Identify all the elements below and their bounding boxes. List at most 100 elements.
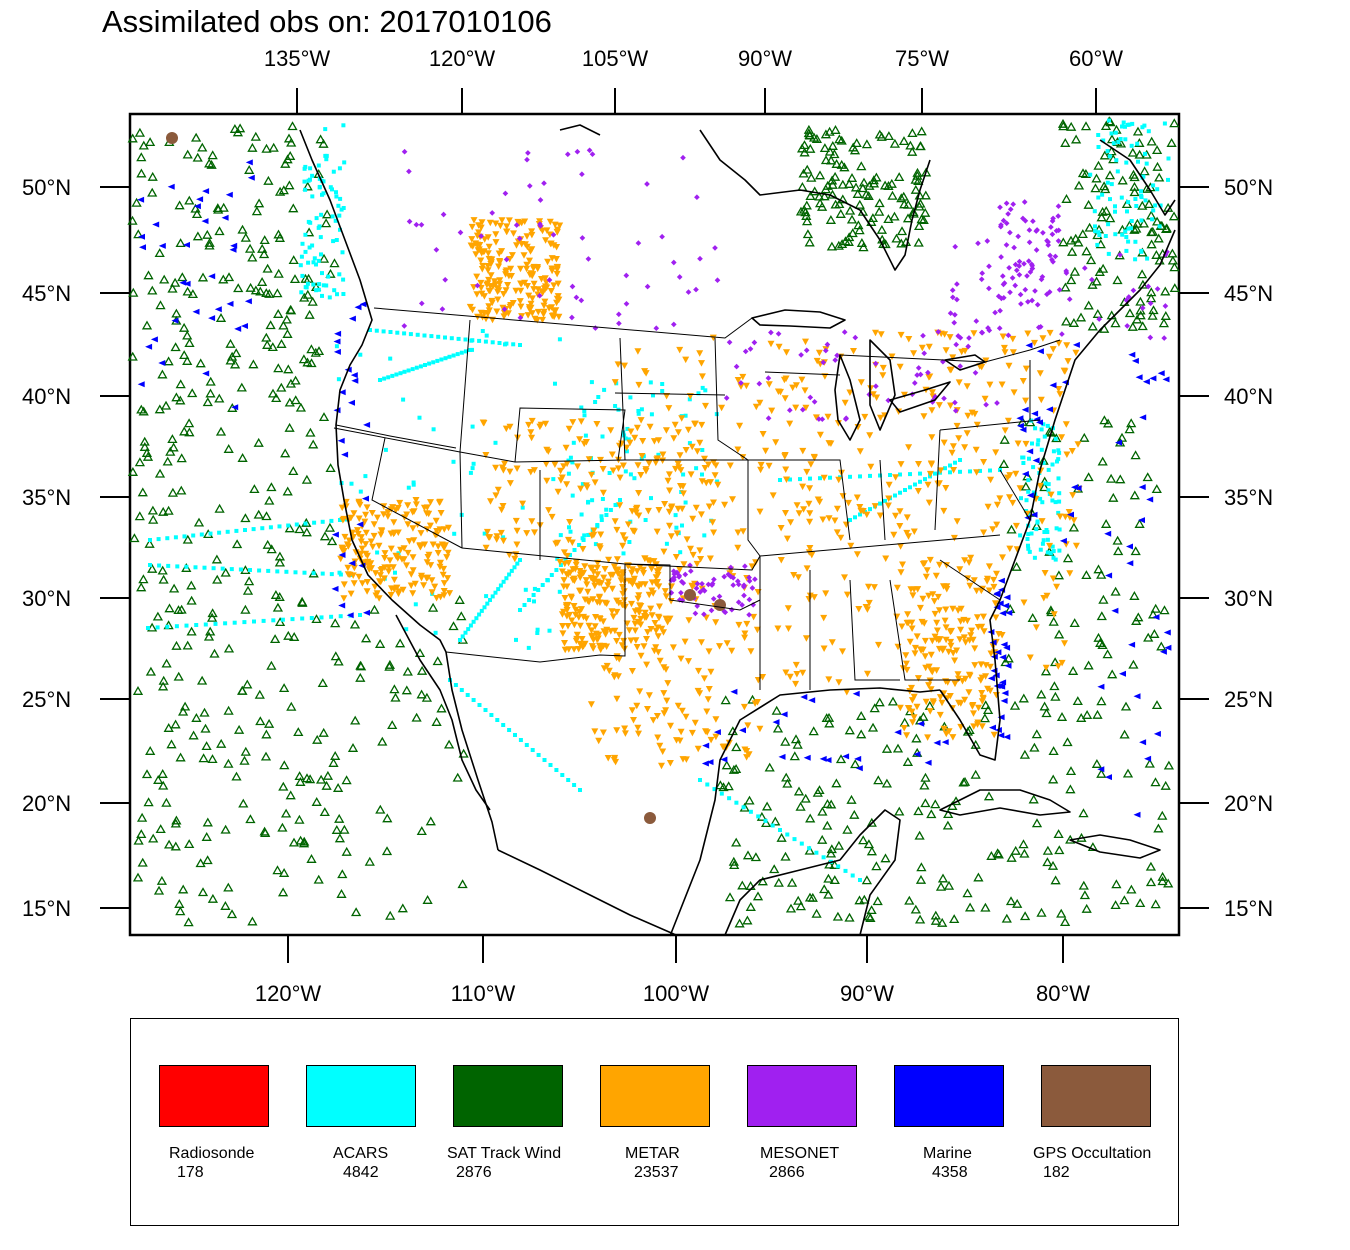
acars-marker [243,528,247,532]
acars-marker [1134,204,1139,208]
metar-marker [572,561,580,569]
acars-marker [703,388,708,393]
acars-marker [311,282,316,287]
metar-marker [554,539,562,547]
metar-marker [992,614,1000,621]
sat-wind-marker [139,436,150,446]
sat-wind-marker [266,544,277,554]
acars-marker [1024,498,1029,503]
metar-marker [407,571,415,578]
acars-marker [553,381,557,386]
metar-marker [985,563,993,570]
acars-marker [320,519,325,524]
metar-marker [792,382,800,389]
acars-marker [579,512,584,517]
metar-marker [743,620,751,628]
acars-marker [284,569,289,574]
acars-marker [1018,533,1023,538]
metar-marker [541,298,549,306]
sat-wind-marker [1001,913,1012,923]
metar-marker [588,532,596,540]
sat-wind-marker [127,215,138,225]
sat-wind-marker [154,468,166,478]
metar-marker [550,282,558,289]
acars-marker [698,778,702,782]
metar-marker [897,461,905,468]
acars-marker [1123,124,1127,129]
metar-marker [1038,518,1046,525]
acars-marker [294,522,299,527]
sat-wind-marker [285,150,296,160]
metar-marker [782,669,790,676]
metar-marker [643,661,651,669]
sat-wind-marker [148,514,159,524]
metar-marker [595,737,603,745]
acars-marker [1133,197,1138,201]
sat-wind-marker [145,745,156,755]
sat-wind-marker [804,892,816,902]
sat-wind-marker [132,872,144,882]
metar-marker [665,405,673,412]
sat-wind-marker [1160,310,1171,320]
sat-wind-marker [186,595,197,605]
sat-wind-marker [853,220,864,230]
sat-wind-marker [1078,808,1089,818]
sat-wind-marker [844,205,856,215]
acars-marker [579,405,584,410]
metar-marker [843,689,851,696]
sat-wind-marker [1127,147,1138,157]
metar-marker [653,568,661,575]
sat-wind-marker [913,237,924,247]
acars-marker [468,470,473,475]
acars-marker [1116,140,1121,144]
acars-marker [1124,160,1129,165]
acars-marker [583,433,588,438]
metar-marker [956,636,964,643]
metar-marker [693,448,701,455]
sat-wind-marker [158,780,169,790]
metar-marker [555,313,563,321]
metar-marker [903,514,911,521]
metar-marker [712,716,720,723]
top-label-75w: 75°W [895,46,949,71]
top-ticks [296,88,1097,114]
acars-marker [311,260,316,265]
metar-marker [523,261,531,269]
sat-wind-marker [849,809,860,819]
sat-wind-marker [202,397,213,407]
metar-marker [1016,485,1024,492]
sat-wind-marker [964,902,976,912]
sat-wind-marker [350,907,362,917]
sat-wind-marker [171,640,182,650]
acars-marker [310,173,315,178]
metar-marker [902,652,910,659]
sat-wind-marker [214,503,225,513]
metar-marker [526,257,533,265]
acars-marker [415,332,420,337]
metar-marker [667,533,675,540]
sat-wind-marker [262,339,273,349]
sat-wind-marker [137,857,148,867]
sat-wind-marker [178,884,189,894]
sat-wind-marker [202,855,213,865]
sat-wind-marker [127,351,138,361]
sat-wind-marker [141,769,153,779]
metar-marker [506,256,514,263]
metar-marker [619,584,627,591]
sat-wind-marker [154,248,165,258]
metar-marker [387,530,395,537]
metar-marker [633,644,641,651]
acars-marker [483,708,488,712]
sat-wind-marker [223,758,234,768]
acars-marker [334,344,339,349]
sat-wind-marker [935,881,947,891]
acars-marker [589,380,594,385]
metar-marker [347,590,355,598]
sat-wind-marker [1041,708,1052,718]
metar-marker [338,504,346,512]
metar-marker [967,632,975,639]
legend-item-gps-occultation: GPS Occultation 182 [1033,1019,1153,1225]
acars-marker [433,630,438,635]
metar-marker [361,518,369,526]
acars-marker [1139,189,1143,194]
